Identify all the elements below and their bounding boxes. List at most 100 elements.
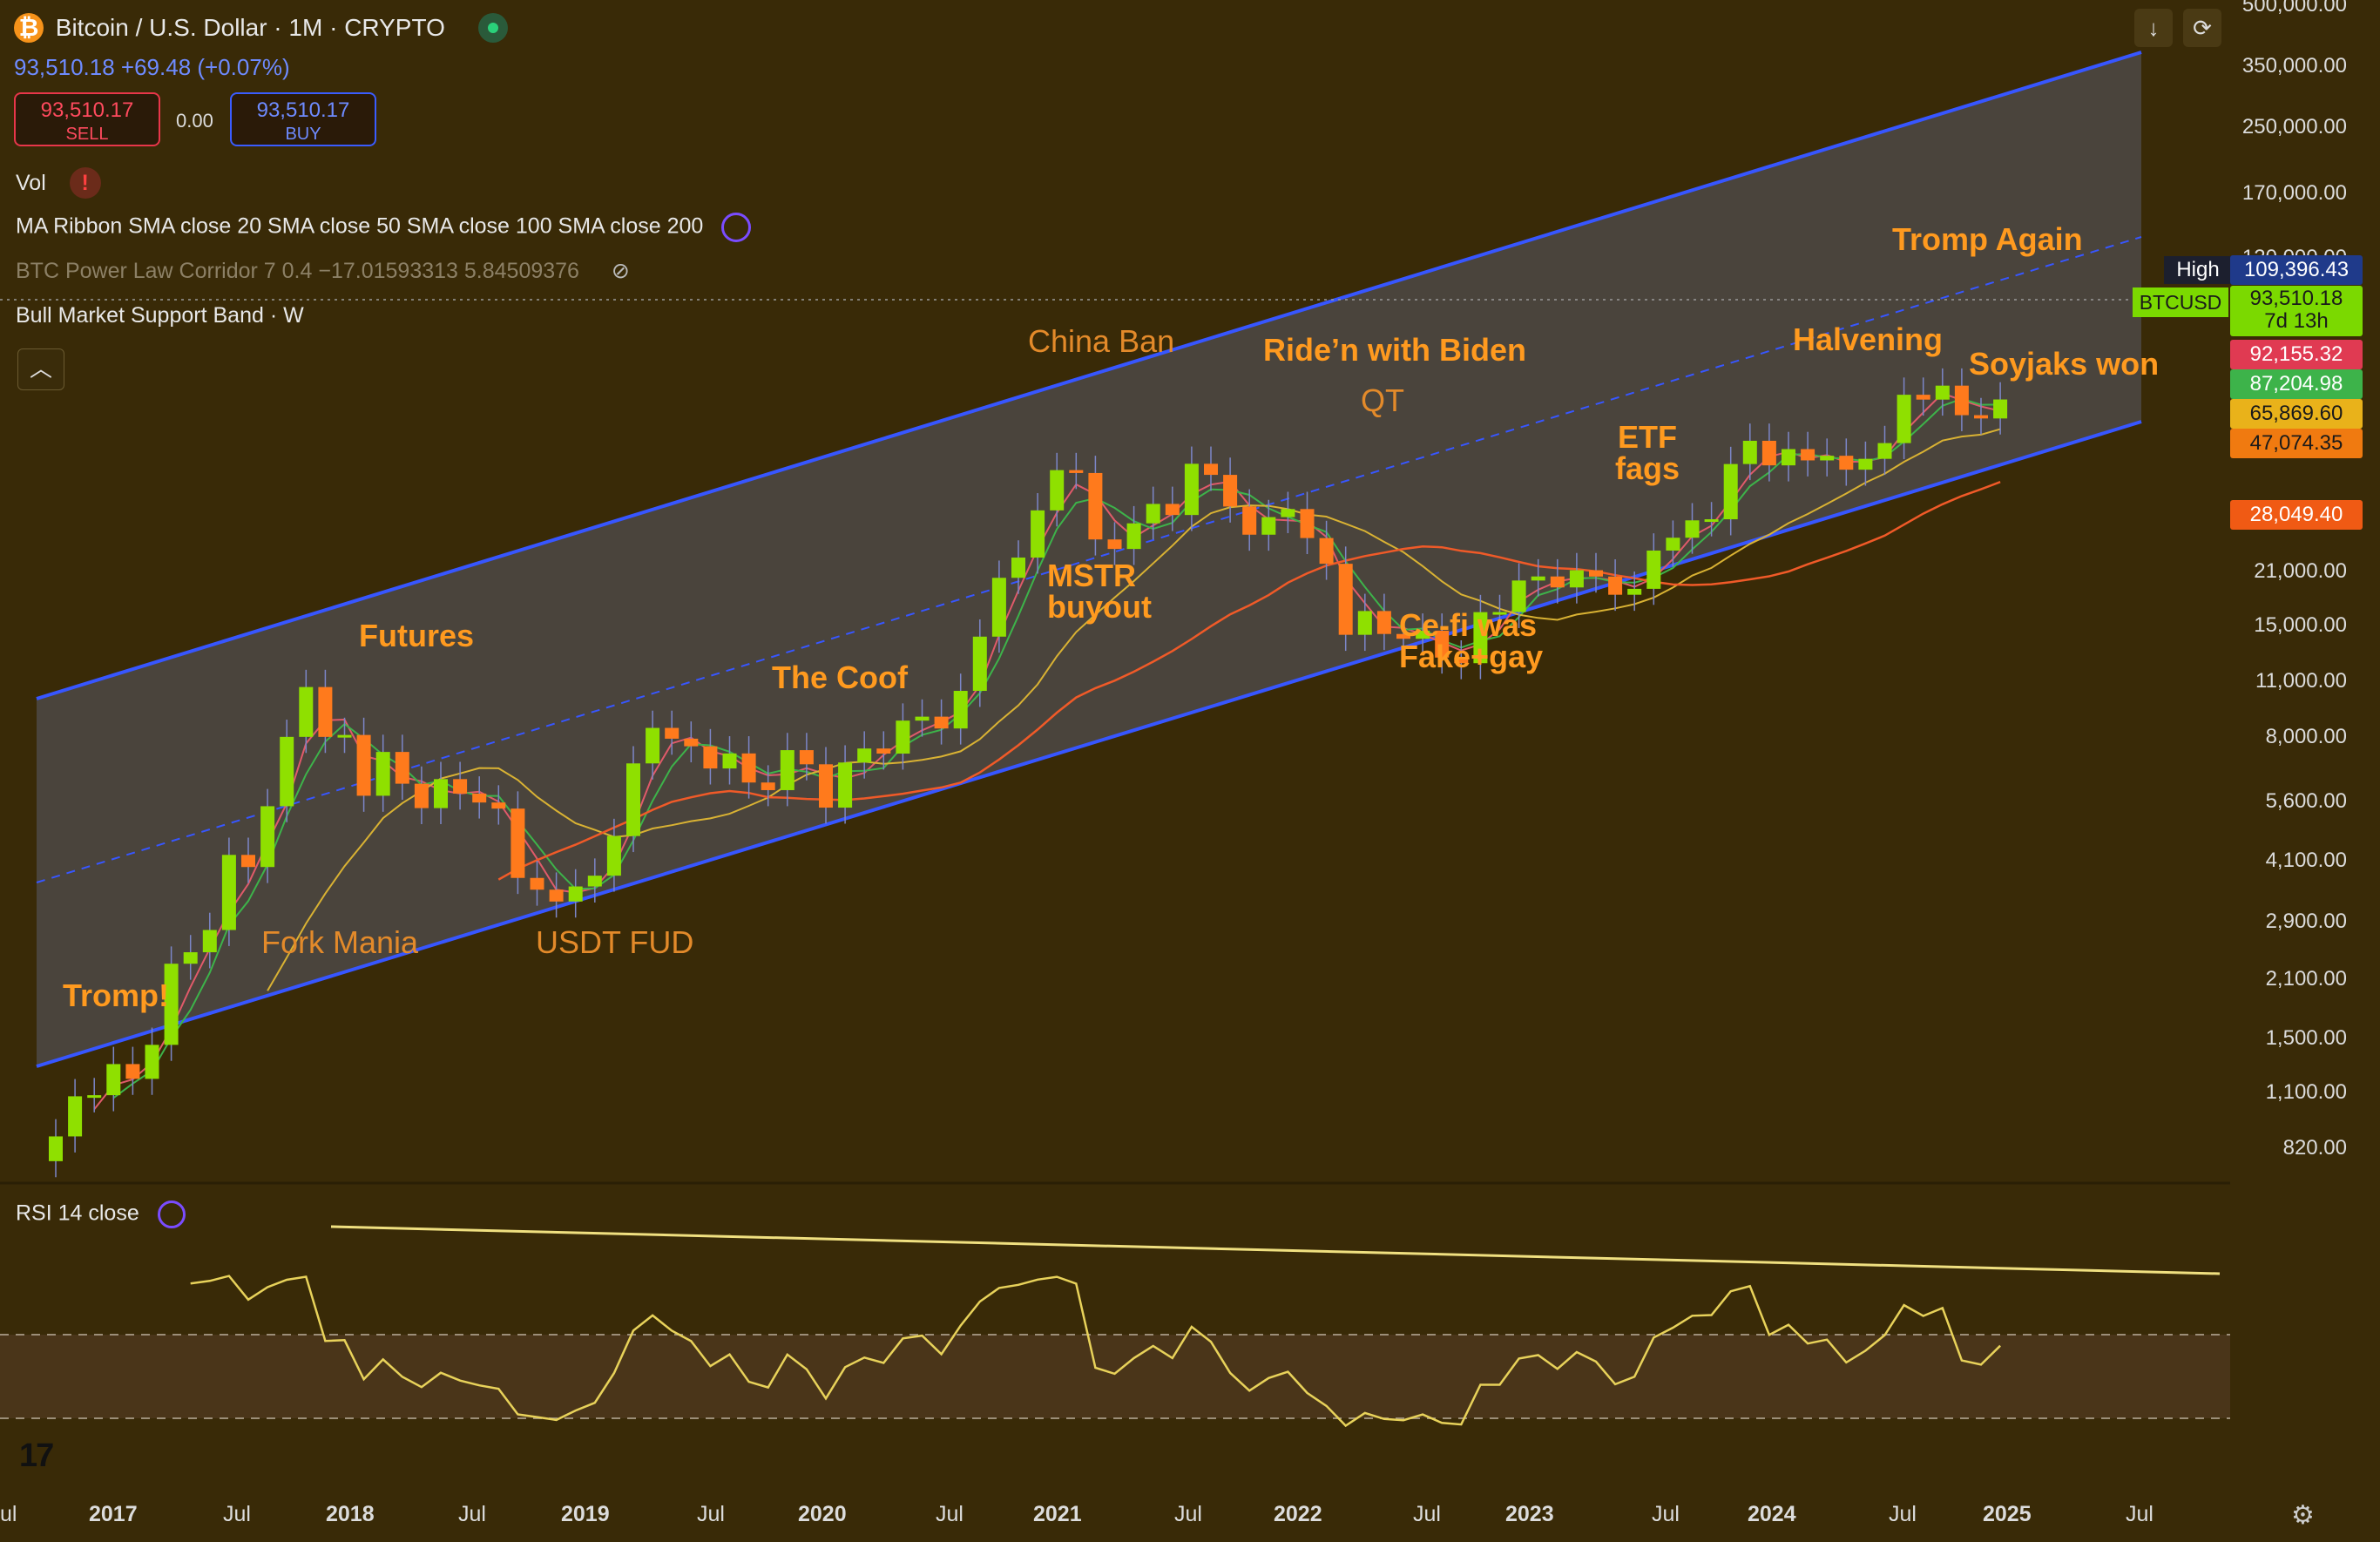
- candle: [1723, 463, 1738, 520]
- candle: [1069, 470, 1084, 473]
- candle: [375, 752, 390, 796]
- sync-icon[interactable]: [721, 213, 752, 242]
- vol-indicator[interactable]: Vol !: [16, 167, 101, 199]
- candle: [221, 855, 236, 930]
- symbol-title[interactable]: Bitcoin / U.S. Dollar · 1M · CRYPTO: [55, 13, 445, 41]
- candle: [1300, 509, 1315, 538]
- high-value-tag: 109,396.43: [2230, 255, 2363, 285]
- candle: [337, 734, 352, 738]
- bull-band-label: Bull Market Support Band · W: [16, 303, 304, 328]
- candle: [260, 806, 275, 868]
- download-icon[interactable]: ↓: [2134, 9, 2173, 47]
- price-change: +69.48 (+0.07%): [120, 54, 290, 80]
- candle: [703, 746, 718, 769]
- price-tick: 21,000.00: [2254, 559, 2347, 583]
- candle: [49, 1136, 63, 1161]
- candle: [1492, 612, 1507, 615]
- annotation-soyjaks-won: Soyjaks won: [1969, 346, 2160, 382]
- annotation-futures: Futures: [359, 618, 475, 653]
- fullscreen-icon[interactable]: ⟳: [2183, 9, 2221, 47]
- candle: [626, 763, 640, 836]
- rsi-line: [190, 1275, 2001, 1428]
- price-tick: 11,000.00: [2255, 669, 2347, 693]
- time-tick: 2019: [561, 1502, 610, 1526]
- candle: [68, 1096, 83, 1137]
- candle: [183, 952, 198, 964]
- annotation-cefi: Ce-fi was Fake+gay: [1399, 610, 1543, 673]
- annotation-biden: Ride’n with Biden: [1263, 332, 1526, 368]
- candle: [857, 748, 872, 763]
- high-label: High: [2164, 256, 2232, 284]
- candle: [722, 753, 737, 769]
- price-tick: 1,100.00: [2265, 1080, 2347, 1104]
- buy-label: BUY: [285, 125, 321, 144]
- candle: [1511, 580, 1526, 612]
- price-tick: 500,000.00: [2241, 0, 2347, 17]
- time-tick: 2018: [326, 1502, 375, 1526]
- candle: [1666, 538, 1680, 551]
- annotation-etf-line1: ETF: [1618, 419, 1678, 455]
- time-tick: Jul: [223, 1502, 251, 1526]
- sell-price: 93,510.17: [40, 98, 134, 122]
- collapse-icon[interactable]: ︿: [17, 348, 64, 390]
- ma-tag-5: 28,049.40: [2230, 500, 2363, 530]
- candle: [1011, 558, 1025, 578]
- rsi-label: RSI 14 close: [16, 1200, 139, 1226]
- price-tick: 15,000.00: [2254, 613, 2347, 637]
- time-tick: Jul: [697, 1502, 725, 1526]
- candle: [125, 1064, 140, 1079]
- candle: [1050, 470, 1065, 511]
- candle: [1954, 385, 1969, 416]
- price-tick: 2,100.00: [2265, 967, 2347, 991]
- time-tick: 2025: [1983, 1502, 2032, 1526]
- time-tick: 2020: [798, 1502, 847, 1526]
- candle: [991, 578, 1006, 637]
- price-tick: 8,000.00: [2265, 725, 2347, 748]
- time-tick: Jul: [936, 1502, 963, 1526]
- annotation-qt: QT: [1361, 382, 1404, 418]
- candle: [1877, 443, 1892, 459]
- candle: [1454, 657, 1469, 664]
- sell-label: SELL: [65, 125, 109, 144]
- bull-band-indicator[interactable]: Bull Market Support Band · W: [16, 303, 304, 328]
- eye-off-icon[interactable]: ⊘: [611, 259, 630, 283]
- time-tick: 2024: [1748, 1502, 1796, 1526]
- candle: [434, 779, 448, 808]
- candle: [1704, 519, 1719, 523]
- time-tick: 2017: [89, 1502, 138, 1526]
- ma-20-line: [93, 392, 2001, 1110]
- candle: [1993, 399, 2008, 419]
- candle: [799, 750, 814, 765]
- time-tick: Jul: [2126, 1502, 2153, 1526]
- power-law-indicator[interactable]: BTC Power Law Corridor 7 0.4 −17.0159331…: [16, 258, 630, 284]
- ma-100-line: [267, 428, 2001, 991]
- time-tick: Jul: [1889, 1502, 1917, 1526]
- warning-icon[interactable]: !: [69, 167, 101, 199]
- ma-ribbon-indicator[interactable]: MA Ribbon SMA close 20 SMA close 50 SMA …: [16, 213, 752, 242]
- buy-button[interactable]: 93,510.17 BUY: [230, 92, 376, 146]
- channel-lower-line: [36, 420, 2142, 1068]
- candle: [1223, 475, 1238, 507]
- rsi-trendline: [330, 1225, 2221, 1275]
- candle: [510, 808, 525, 878]
- candle: [1531, 576, 1545, 581]
- bitcoin-icon: ₿: [14, 12, 44, 43]
- candle: [280, 736, 294, 807]
- sync-icon[interactable]: [157, 1200, 186, 1228]
- sell-button[interactable]: 93,510.17 SELL: [14, 92, 160, 146]
- candles: [49, 368, 2008, 1178]
- candle: [356, 734, 371, 796]
- candle: [1357, 611, 1372, 635]
- rsi-indicator[interactable]: RSI 14 close: [16, 1200, 186, 1228]
- annotation-china-ban: China Ban: [1028, 323, 1175, 359]
- annotation-cefi-line2: Fake+gay: [1399, 639, 1544, 674]
- rsi-series: [190, 1225, 2221, 1428]
- settings-icon[interactable]: ⚙: [2291, 1501, 2315, 1530]
- candle: [1319, 538, 1334, 565]
- candle: [876, 748, 891, 754]
- time-tick: Jul: [1652, 1502, 1680, 1526]
- time-tick: Jul: [458, 1502, 486, 1526]
- candle: [1281, 509, 1295, 517]
- tradingview-logo[interactable]: 17: [19, 1437, 54, 1474]
